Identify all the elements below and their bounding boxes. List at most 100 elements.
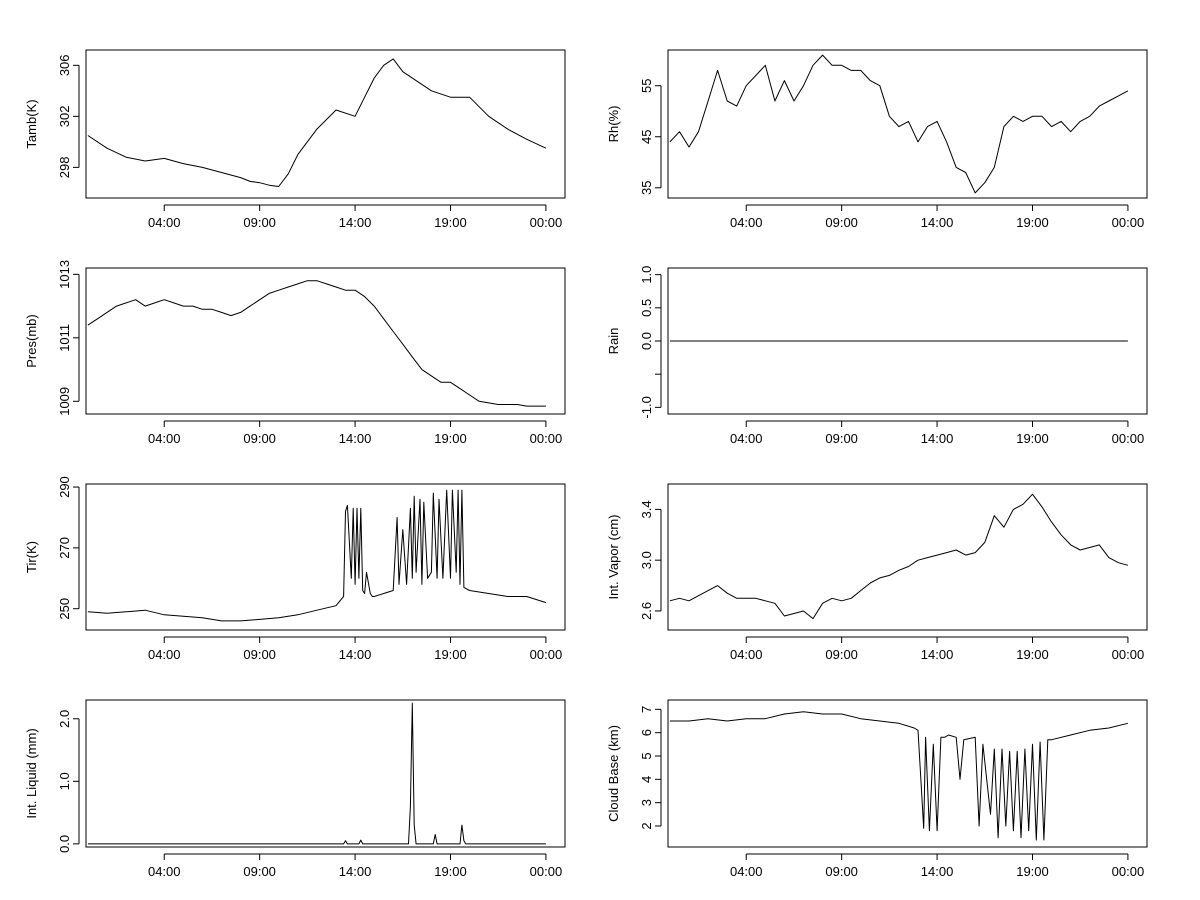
x-tick-label: 14:00	[921, 431, 954, 446]
x-tick-label: 04:00	[148, 864, 181, 879]
y-tick-label: 3.0	[639, 551, 654, 569]
x-tick-label: 19:00	[434, 431, 467, 446]
series-line	[669, 493, 1129, 620]
x-tick-label: 14:00	[339, 647, 372, 662]
panel-1: 04:00 09:00 14:00 19:00 00:00 298 302 306 Tamb(K…	[24, 49, 566, 230]
y-axis-title: Pres(mb)	[24, 314, 39, 367]
x-tick-label: 19:00	[1016, 215, 1049, 230]
x-tick-label: 14:00	[339, 431, 372, 446]
y-tick-label: 0.5	[639, 299, 654, 317]
x-tick-label: 14:00	[339, 215, 372, 230]
plot-frame	[85, 483, 566, 631]
plot-frame	[667, 699, 1148, 848]
x-tick-label: 19:00	[1016, 431, 1049, 446]
series-line	[669, 54, 1129, 194]
x-tick-label: 19:00	[1016, 864, 1049, 879]
x-tick-label: 14:00	[921, 647, 954, 662]
x-tick-label: 04:00	[730, 647, 763, 662]
plot-frame	[85, 267, 566, 415]
panel-8: 04:00 09:00 14:00 19:00 00:00 2 3 4 5 6 7 Cloud Bas…	[606, 699, 1148, 879]
x-tick-label: 09:00	[243, 431, 276, 446]
y-tick-label: 298	[57, 157, 72, 179]
x-tick-label: 04:00	[148, 647, 181, 662]
panel-4: 04:00 09:00 14:00 19:00 00:00 -1.0 0.0 0.5 1.0 Ra…	[606, 266, 1148, 446]
y-tick-label: 2	[639, 822, 654, 829]
series-line	[87, 489, 547, 622]
y-tick-label: 5	[639, 752, 654, 759]
y-axis-title: Rh(%)	[606, 106, 621, 143]
y-tick-label: 4	[639, 776, 654, 783]
x-tick-label: 00:00	[1112, 864, 1145, 879]
x-tick-label: 09:00	[825, 647, 858, 662]
x-tick-label: 09:00	[243, 647, 276, 662]
plot-frame	[85, 49, 566, 199]
y-axis-title: Rain	[606, 328, 621, 355]
y-axis-title: Tamb(K)	[24, 99, 39, 148]
y-tick-label: -1.0	[639, 396, 654, 418]
x-tick-label: 04:00	[148, 431, 181, 446]
x-tick-label: 00:00	[1112, 215, 1145, 230]
x-tick-label: 14:00	[339, 864, 372, 879]
y-tick-label: 1.0	[639, 266, 654, 284]
y-tick-label: 35	[639, 181, 654, 195]
x-tick-label: 00:00	[1112, 431, 1145, 446]
x-tick-label: 19:00	[434, 647, 467, 662]
x-tick-label: 04:00	[730, 864, 763, 879]
x-tick-label: 00:00	[1112, 647, 1145, 662]
x-tick-label: 00:00	[530, 864, 563, 879]
x-tick-label: 19:00	[1016, 647, 1049, 662]
panel-3: 04:00 09:00 14:00 19:00 00:00 1009 1011 1013 Pre…	[24, 260, 566, 446]
y-tick-label: 2.0	[57, 710, 72, 728]
series-line	[669, 711, 1129, 841]
y-axis-title: Tir(K)	[24, 541, 39, 573]
y-tick-label: 270	[57, 537, 72, 559]
x-tick-label: 14:00	[921, 864, 954, 879]
series-line	[87, 58, 547, 187]
panel-2: 04:00 09:00 14:00 19:00 00:00 35 45 55 Rh(%)	[606, 49, 1148, 230]
y-tick-label: 7	[639, 706, 654, 713]
x-tick-label: 04:00	[730, 215, 763, 230]
y-tick-label: 0.0	[639, 332, 654, 350]
x-tick-label: 00:00	[530, 215, 563, 230]
x-tick-label: 00:00	[530, 647, 563, 662]
y-axis-title: Int. Vapor (cm)	[606, 514, 621, 599]
x-tick-label: 04:00	[148, 215, 181, 230]
y-tick-label: 0.0	[57, 835, 72, 853]
y-tick-label: 3	[639, 799, 654, 806]
y-tick-label: 2.6	[639, 602, 654, 620]
y-tick-label: 45	[639, 130, 654, 144]
panel-7: 04:00 09:00 14:00 19:00 00:00 0.0 1.0 2.0 Int. L…	[24, 699, 566, 879]
y-tick-label: 250	[57, 598, 72, 620]
plot-frame	[667, 483, 1148, 631]
y-axis-title: Int. Liquid (mm)	[24, 728, 39, 818]
x-tick-label: 09:00	[243, 864, 276, 879]
y-tick-label: 290	[57, 476, 72, 498]
x-tick-label: 09:00	[825, 864, 858, 879]
x-tick-label: 09:00	[243, 215, 276, 230]
y-tick-label: 302	[57, 105, 72, 127]
plot-frame	[667, 267, 1148, 415]
y-tick-label: 6	[639, 729, 654, 736]
y-tick-label: 306	[57, 54, 72, 76]
x-tick-label: 19:00	[434, 215, 467, 230]
x-tick-label: 19:00	[434, 864, 467, 879]
x-tick-label: 09:00	[825, 431, 858, 446]
y-tick-label: 3.4	[639, 500, 654, 518]
x-tick-label: 14:00	[921, 215, 954, 230]
y-tick-label: 55	[639, 78, 654, 92]
x-tick-label: 09:00	[825, 215, 858, 230]
panel-5: 04:00 09:00 14:00 19:00 00:00 250 270 290 Tir(K)	[24, 476, 566, 662]
plot-frame	[667, 49, 1148, 199]
y-axis-title: Cloud Base (km)	[606, 725, 621, 822]
panel-6: 04:00 09:00 14:00 19:00 00:00 2.6 3.0 3.4 Int. V…	[606, 483, 1148, 662]
x-tick-label: 00:00	[530, 431, 563, 446]
plot-frame	[85, 699, 566, 848]
y-tick-label: 1009	[57, 387, 72, 416]
series-line	[87, 280, 546, 407]
y-tick-label: 1011	[57, 324, 72, 352]
x-tick-label: 04:00	[730, 431, 763, 446]
y-tick-label: 1013	[57, 260, 72, 289]
y-tick-label: 1.0	[57, 772, 72, 790]
series-line	[87, 702, 546, 845]
